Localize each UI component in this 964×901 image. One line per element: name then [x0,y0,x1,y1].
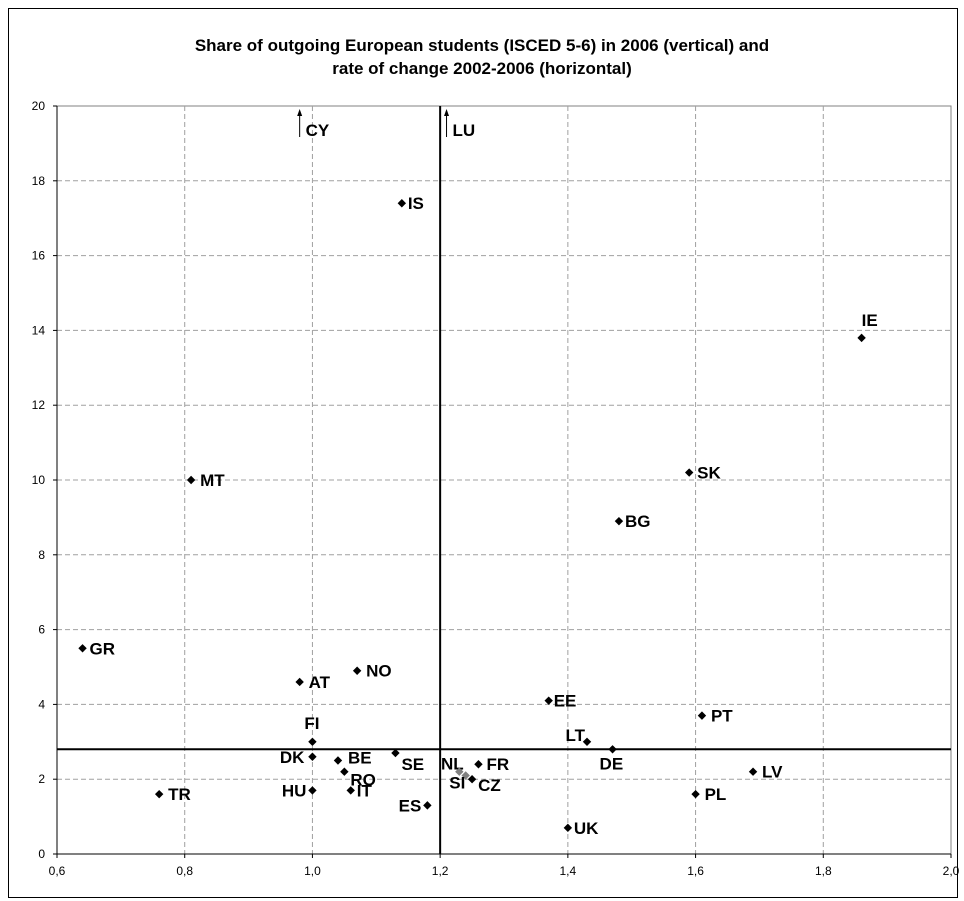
point-marker-no [352,666,362,675]
point-marker-dk [308,752,317,761]
point-label-bg: BG [625,512,651,531]
point-label-no: NO [366,662,392,681]
point-label-at: AT [309,673,331,692]
point-marker-se [391,748,400,758]
y-tick-label: 18 [32,174,46,188]
offscale-arrowhead-lu [444,109,450,116]
x-tick-label: 1,8 [815,864,832,878]
x-tick-label: 0,8 [176,864,193,878]
point-marker-si [455,767,464,776]
point-marker-ie [857,333,866,343]
point-marker-lv [748,767,758,776]
point-label-tr: TR [168,785,191,804]
chart-title: Share of outgoing European students (ISC… [0,34,964,80]
point-label-pl: PL [705,785,727,804]
point-label-si: SI [449,774,465,793]
point-label-ee: EE [554,692,577,711]
point-label-hu: HU [282,781,307,800]
point-marker-hu [308,786,317,795]
point-marker-es [423,801,432,810]
point-label-se: SE [401,755,424,774]
y-tick-label: 12 [32,398,46,412]
point-label-lt: LT [565,726,585,745]
y-tick-label: 10 [32,473,46,487]
point-label-be: BE [348,749,372,768]
point-label-cz: CZ [478,776,501,795]
point-label-gr: GR [90,639,116,658]
point-label-pt: PT [711,707,733,726]
x-tick-label: 1,0 [304,864,321,878]
point-label-de: DE [600,754,624,773]
point-marker-pl [691,789,700,799]
x-tick-label: 1,6 [687,864,704,878]
point-marker-uk [563,823,573,833]
y-tick-label: 0 [38,847,45,861]
point-label-lv: LV [762,763,783,782]
point-label-fi: FI [304,714,319,733]
point-marker-mt [186,475,196,485]
point-label-is: IS [408,194,424,213]
point-marker-be [333,756,343,765]
point-label-nl: NL [441,754,464,773]
point-marker-lt [582,737,592,746]
point-marker-tr [154,789,164,799]
point-label-fr: FR [486,755,509,774]
x-tick-label: 2,0 [943,864,960,878]
y-tick-label: 6 [38,623,45,637]
y-tick-label: 4 [38,697,45,711]
y-tick-label: 20 [32,99,46,113]
point-label-dk: DK [280,748,305,767]
point-marker-ee [544,696,553,705]
point-marker-de [608,745,617,754]
x-tick-label: 0,6 [49,864,66,878]
y-tick-label: 2 [38,772,45,786]
chart-title-line-2: rate of change 2002-2006 (horizontal) [332,59,632,78]
y-tick-label: 8 [38,548,45,562]
point-marker-cz [467,775,477,784]
x-tick-label: 1,2 [432,864,449,878]
point-marker-pt [697,711,707,720]
point-marker-sk [684,468,694,477]
point-marker-fr [474,760,483,769]
point-label-mt: MT [200,471,225,490]
point-label-es: ES [399,796,422,815]
point-label-sk: SK [697,464,721,483]
offscale-label-lu: LU [453,121,476,140]
offscale-label-cy: CY [306,121,330,140]
point-marker-is [397,199,407,208]
y-tick-label: 16 [32,249,46,263]
point-marker-it [346,786,355,795]
point-marker-ro [340,767,349,776]
point-label-it: IT [357,781,373,800]
point-label-ie: IE [862,311,878,330]
point-marker-nl [461,771,470,780]
x-tick-label: 1,4 [560,864,577,878]
offscale-arrowhead-cy [297,109,303,116]
point-label-ro: RO [350,771,376,790]
point-marker-gr [78,644,87,653]
point-label-uk: UK [574,819,599,838]
point-marker-at [295,677,304,687]
point-marker-bg [614,516,624,526]
point-marker-fi [308,737,317,746]
y-tick-label: 14 [32,323,46,337]
chart-title-line-1: Share of outgoing European students (ISC… [194,36,770,55]
